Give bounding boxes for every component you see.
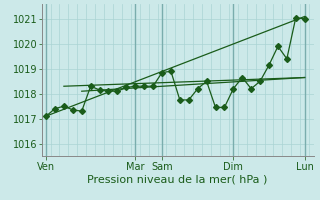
X-axis label: Pression niveau de la mer( hPa ): Pression niveau de la mer( hPa )	[87, 174, 268, 184]
